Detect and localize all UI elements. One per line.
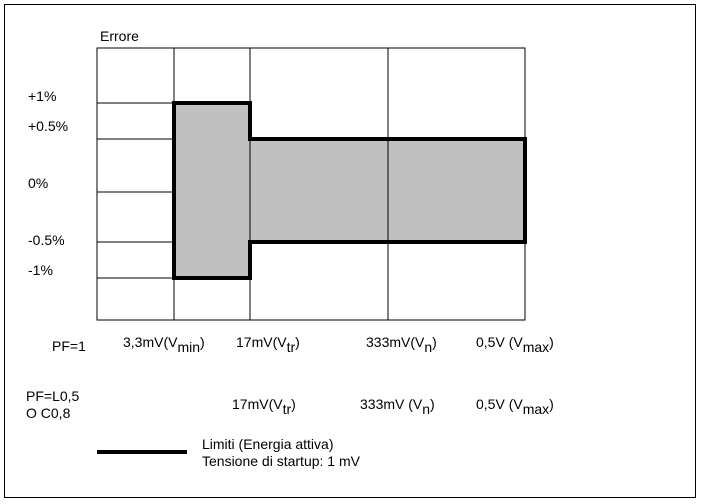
legend-swatch <box>97 450 187 454</box>
legend-text-line1: Limiti (Energia attiva) <box>202 436 334 452</box>
pf2-label-line2: O C0,8 <box>26 405 71 421</box>
y-tick-minus05: -0.5% <box>28 232 65 248</box>
pf2-vtr-label: 17mV(Vtr) <box>232 396 296 417</box>
y-tick-plus1: +1% <box>28 88 57 104</box>
pf2-vmax-label: 0,5V (Vmax) <box>476 396 554 417</box>
pf1-vtr-label: 17mV(Vtr) <box>236 334 300 355</box>
limit-outline <box>172 101 527 280</box>
pf2-vn-label: 333mV (Vn) <box>360 396 435 417</box>
y-tick-plus05: +0.5% <box>28 118 69 134</box>
figure-frame <box>4 4 696 498</box>
limit-region <box>174 103 525 278</box>
pf1-label: PF=1 <box>52 338 86 354</box>
pf1-vn-label: 333mV(Vn) <box>366 334 437 355</box>
y-tick-minus1: -1% <box>28 262 53 278</box>
pf1-vmin-label: 3,3mV(Vmin) <box>123 334 205 355</box>
pf1-vmax-label: 0,5V (Vmax) <box>476 334 554 355</box>
legend-text-line2: Tensione di startup: 1 mV <box>202 453 360 469</box>
y-axis-title: Errore <box>100 28 139 44</box>
y-tick-zero: 0% <box>28 175 49 191</box>
pf2-label-line1: PF=L0,5 <box>26 388 80 404</box>
